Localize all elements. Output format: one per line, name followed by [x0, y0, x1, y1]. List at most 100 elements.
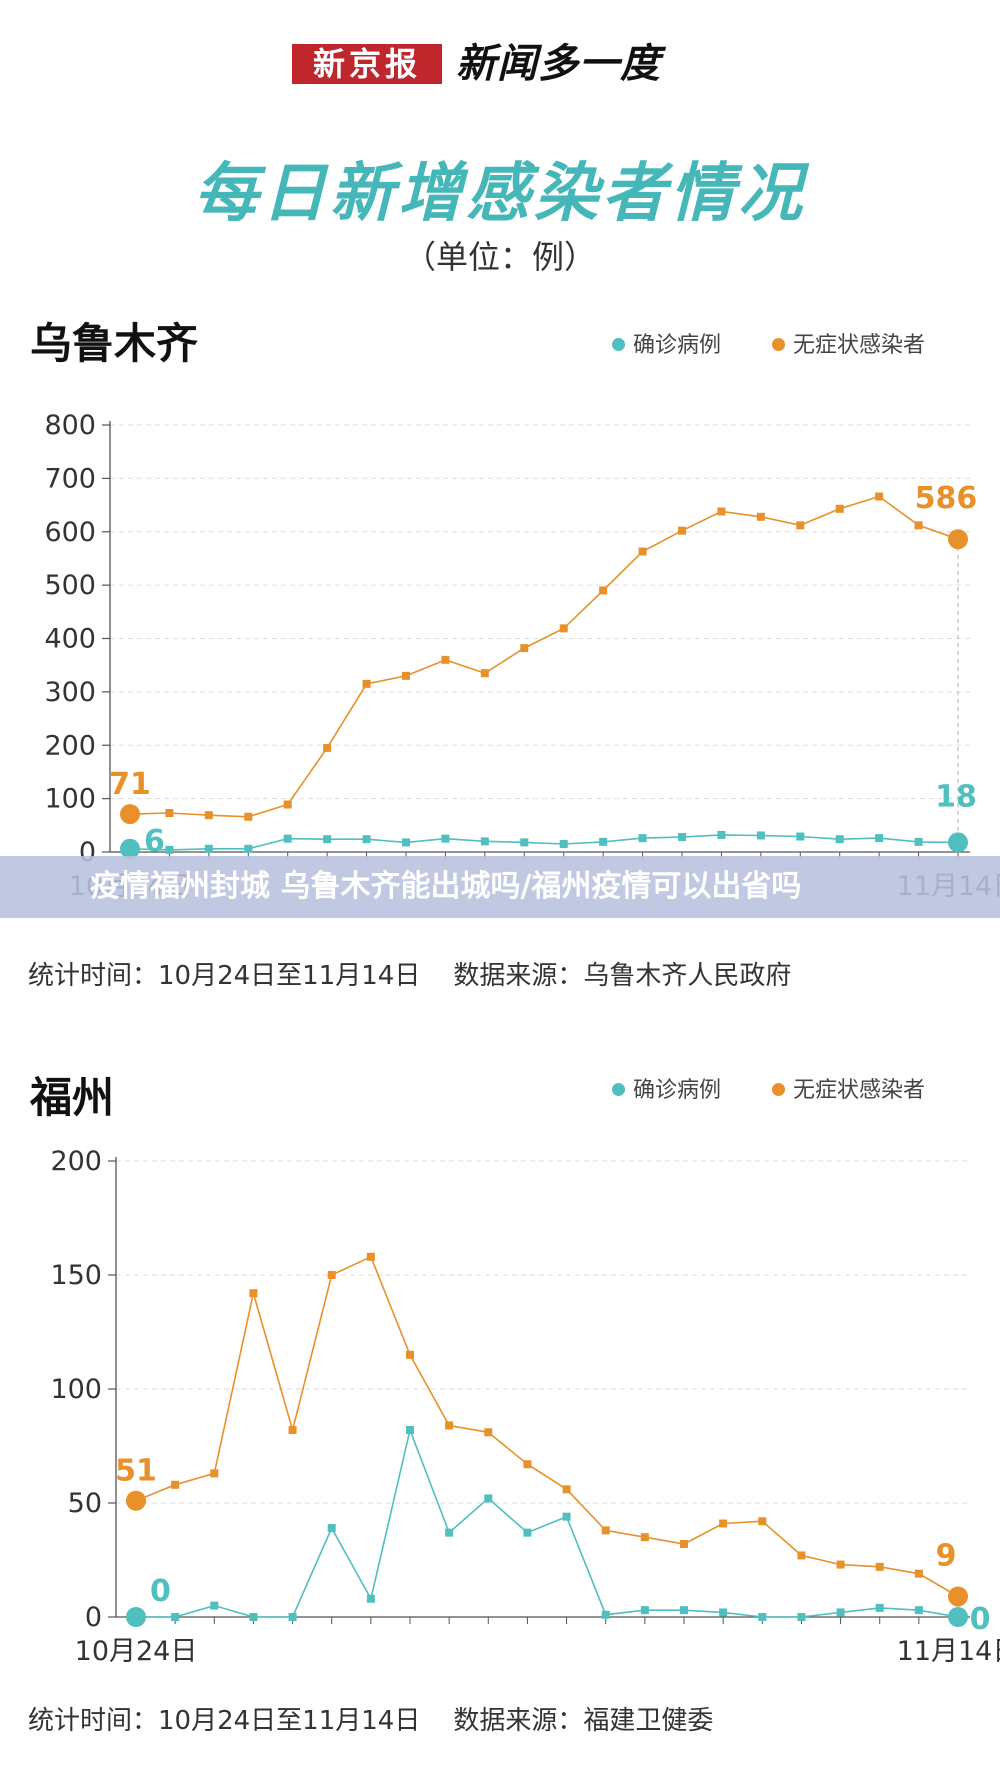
data-point [484, 1428, 493, 1437]
data-point [244, 812, 253, 821]
data-point [717, 507, 726, 516]
data-point [914, 1569, 923, 1578]
logo-row: 新京报 新闻多一度 [0, 40, 1000, 90]
y-tick-label: 200 [50, 1146, 102, 1177]
data-point [719, 1519, 728, 1528]
data-point [678, 833, 686, 842]
data-label: 6 [144, 824, 165, 859]
data-point-endpoint [120, 804, 140, 825]
chart1-title: 乌鲁木齐 [30, 319, 199, 368]
legend-label: 无症状感染者 [793, 333, 926, 358]
legend-item-asymptomatic: 无症状感染者 [772, 1072, 925, 1104]
y-tick-label: 700 [44, 463, 96, 494]
data-point [327, 1524, 336, 1533]
data-point [875, 834, 884, 843]
legend-dot-icon [612, 337, 625, 351]
data-point [758, 1517, 767, 1526]
data-point-endpoint [126, 1607, 146, 1627]
data-point [914, 521, 923, 530]
chart2-legend: 确诊病例 无症状感染者 [612, 1072, 969, 1104]
data-point [758, 1613, 767, 1621]
data-point [171, 1480, 180, 1489]
y-tick-label: 400 [44, 624, 96, 655]
data-point [445, 1421, 454, 1430]
data-point [441, 655, 450, 664]
data-point-endpoint [126, 1490, 146, 1511]
data-point [599, 837, 608, 846]
legend-dot-icon [612, 1082, 625, 1096]
y-tick-label: 0 [85, 1602, 102, 1633]
y-tick-label: 150 [50, 1260, 102, 1291]
data-point [835, 835, 844, 844]
data-point [717, 830, 726, 839]
caption-overlay: 疫情福州封城 乌鲁木齐能出城吗/福州疫情可以出省吗 [0, 856, 1000, 918]
data-point [875, 492, 884, 501]
data-label: 586 [915, 481, 978, 516]
data-point [756, 831, 765, 840]
data-point [638, 547, 647, 556]
data-point [719, 1608, 728, 1617]
data-point [914, 837, 923, 846]
data-point [638, 834, 647, 843]
data-point [204, 811, 213, 820]
data-point [640, 1606, 649, 1615]
data-point [204, 844, 213, 853]
data-point-endpoint [120, 838, 140, 859]
chart2-plot: 05010015020010月24日11月14日51090 [50, 1146, 1000, 1667]
data-point [797, 1551, 806, 1560]
data-point [480, 837, 489, 846]
data-point [875, 1562, 884, 1571]
data-point [165, 845, 174, 854]
y-tick-label: 800 [44, 410, 96, 441]
data-point [445, 1528, 454, 1537]
newspaper-logo: 新京报 [292, 44, 442, 84]
data-point [406, 1426, 414, 1435]
data-point [249, 1613, 258, 1621]
y-tick-label: 100 [44, 784, 96, 815]
data-label: 71 [109, 767, 151, 802]
data-point [520, 838, 529, 847]
series-line [135, 1255, 959, 1598]
data-point [680, 1540, 688, 1549]
data-point [559, 839, 568, 848]
data-label: 18 [935, 779, 977, 814]
y-tick-label: 50 [68, 1488, 102, 1519]
data-point [366, 1252, 375, 1261]
chart2-title: 福州 [30, 1073, 115, 1122]
page-title: 每日新增感染者情况 [194, 157, 806, 231]
data-label: 0 [970, 1602, 991, 1637]
data-point [441, 834, 450, 843]
y-tick-label: 300 [44, 677, 96, 708]
x-tick-label: 10月24日 [75, 1636, 198, 1667]
chart1-plot: 010020030040050060070080010月24日11月14日716… [44, 410, 1000, 902]
data-point [562, 1512, 571, 1521]
data-point [484, 1494, 493, 1503]
data-point [283, 834, 292, 843]
data-point [402, 671, 410, 680]
data-label: 9 [936, 1538, 957, 1573]
data-point [244, 844, 253, 853]
data-point [210, 1601, 219, 1610]
caption-text: 疫情福州封城 乌鲁木齐能出城吗/福州疫情可以出省吗 [90, 869, 802, 904]
data-point [171, 1613, 180, 1621]
data-point [288, 1426, 297, 1435]
data-point [678, 526, 686, 535]
data-point [836, 1560, 845, 1569]
unit-label: （单位：例） [403, 238, 596, 276]
data-point [796, 521, 805, 530]
chart1-footer: 统计时间：10月24日至11月14日 数据来源：乌鲁木齐人民政府 [28, 961, 792, 991]
data-label: 0 [150, 1574, 171, 1609]
data-point [249, 1289, 258, 1298]
data-point [523, 1460, 532, 1469]
series-line [129, 495, 959, 818]
data-point-endpoint [948, 1586, 968, 1607]
data-point [796, 832, 805, 841]
y-tick-label: 200 [44, 730, 96, 761]
data-point [756, 512, 765, 521]
series-line [129, 834, 959, 851]
data-point [366, 1594, 375, 1603]
data-point [680, 1606, 688, 1615]
data-point [640, 1533, 649, 1542]
data-point [288, 1613, 297, 1621]
y-tick-label: 100 [50, 1374, 102, 1405]
